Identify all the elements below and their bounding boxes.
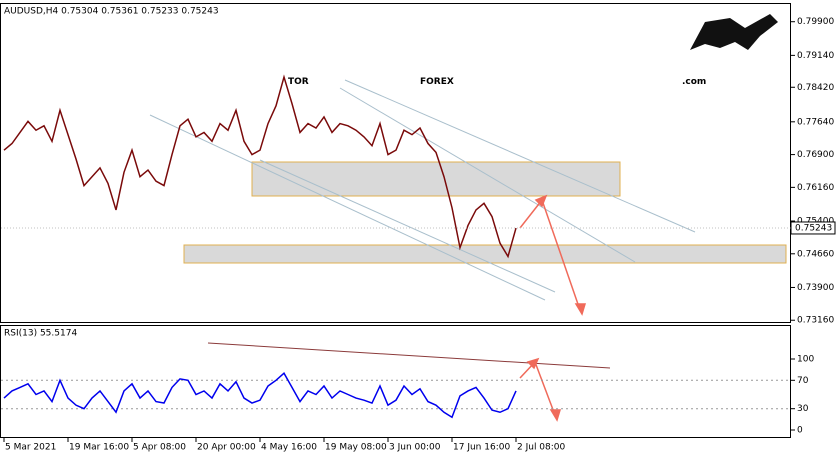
- forecast-arrows: [519, 194, 587, 422]
- y-tick-label: 0.78420: [797, 83, 834, 93]
- chart-title: AUDUSD,H4 0.75304 0.75361 0.75233 0.7524…: [4, 7, 219, 17]
- x-tick-label: 17 Jun 16:00: [453, 443, 510, 453]
- logo-icon: [690, 14, 778, 50]
- y-tick-label: 0.79140: [797, 51, 834, 61]
- y-tick-label: 0.76900: [797, 150, 834, 160]
- trend-line: [339, 87, 636, 263]
- x-tick-label: 19 May 08:00: [325, 443, 387, 453]
- x-tick-label: 20 Apr 00:00: [197, 443, 256, 453]
- x-tick-label: 3 Jun 00:00: [389, 443, 441, 453]
- y-tick-label: 30: [797, 404, 809, 414]
- y-tick-label: 0.73160: [797, 316, 834, 326]
- trend-line: [149, 114, 546, 301]
- y-tick-label: 0.76160: [797, 183, 834, 193]
- x-tick-label: 5 Mar 2021: [5, 443, 56, 453]
- y-tick-label: 0.73900: [797, 283, 834, 293]
- y-tick-label: 100: [797, 355, 814, 365]
- price-panel: [0, 3, 791, 323]
- price-box: [790, 221, 836, 235]
- resistance-zone: [251, 161, 621, 197]
- series-line: [3, 372, 517, 419]
- trend-line: [259, 159, 556, 293]
- y-tick-label: 0.74660: [797, 249, 834, 259]
- y-tick-label: 0.79900: [797, 17, 834, 27]
- logo: TOR FOREX .com: [288, 14, 778, 87]
- logo-text: .com: [682, 77, 706, 87]
- trend-line: [207, 342, 611, 369]
- indicator-title: RSI(13) 55.5174: [4, 329, 77, 339]
- x-tick-label: 4 May 16:00: [261, 443, 317, 453]
- x-tick-label: 2 Jul 08:00: [517, 443, 566, 453]
- last-price-label: 0.75243: [795, 223, 832, 233]
- rsi-panel: [0, 325, 791, 438]
- y-tick-label: 0: [797, 426, 803, 436]
- support-zone: [183, 244, 787, 264]
- logo-text: FOREX: [420, 77, 454, 87]
- trend-line: [344, 79, 696, 233]
- y-tick-label: 0.77640: [797, 117, 834, 127]
- logo-text: TOR: [288, 77, 309, 87]
- y-tick-label: 70: [797, 376, 809, 386]
- x-tick-label: 19 Mar 16:00: [69, 443, 129, 453]
- x-tick-label: 5 Apr 08:00: [133, 443, 186, 453]
- series-line: [3, 74, 517, 259]
